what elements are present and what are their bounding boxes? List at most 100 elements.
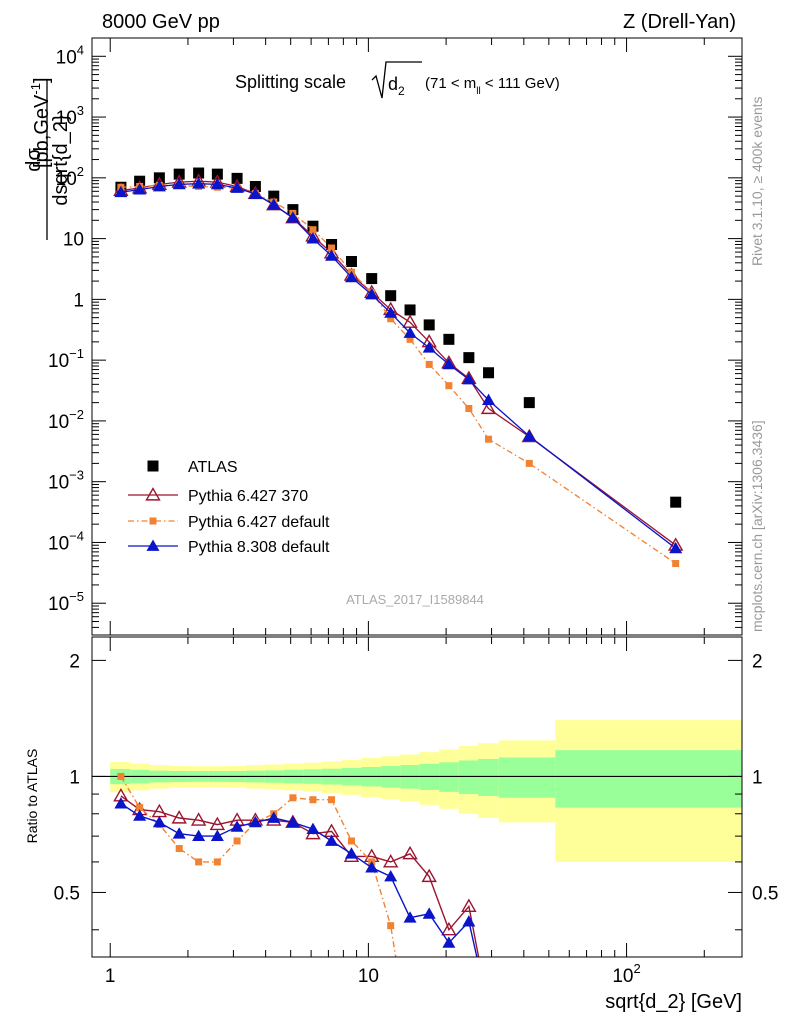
data-point [406,335,414,343]
ratio-point [325,834,339,846]
ratio-series-line [120,795,480,957]
ratio-point [209,816,226,831]
data-point [463,352,475,364]
ratio-point [230,820,244,832]
data-point [384,306,398,318]
series-line [120,180,677,546]
data-point [404,304,416,316]
band-green [458,760,479,795]
ratio-point [384,869,398,882]
data-point [462,373,476,385]
ratio-point [402,845,418,860]
ratio-point [462,915,476,927]
ratio-y-tick-label: 1 [752,767,763,788]
ratio-series-2 [114,797,495,1013]
series-line [120,184,677,565]
data-point [422,341,436,353]
header-left: 8000 GeV pp [102,11,220,33]
ratio-plot-area [113,772,495,1013]
ratio-point [461,898,477,912]
band-green [555,750,742,808]
data-point [210,177,224,190]
data-point [670,496,682,508]
data-point [267,198,281,210]
ratio-y-tick-label: 1 [69,767,80,788]
data-point [366,273,378,285]
ratio-point [117,772,125,780]
data-point [114,185,128,198]
data-point [173,168,185,180]
ratio-point [267,811,281,823]
ratio-point [387,922,395,930]
ratio-y-tick-label: 0.5 [54,883,80,904]
data-point [268,190,280,202]
data-point [445,382,453,390]
ratio-uncertainty-bands [92,720,742,862]
legend-marker [147,460,159,472]
legend-label: Pythia 6.427 370 [188,488,308,505]
ratio-point [152,815,166,828]
ratio-point [195,858,203,866]
analysis-watermark: ATLAS_2017_I1589844 [346,592,484,607]
ratio-axis-ticks: 1 10 102 0.5 0.5 1 1 2 2 [54,637,778,987]
chart-title: Splitting scale d2 (71 < mll < 111 GeV) [235,61,560,99]
y-tick-label: 10−3 [48,468,84,494]
ratio-point [482,1002,495,1013]
data-point [133,183,147,195]
mcplots-label: mcplots.cern.ch [arXiv:1306.3436] [749,420,765,632]
data-point [193,167,205,179]
data-point [287,204,299,216]
ratio-point [248,815,262,828]
ratio-point [328,796,336,804]
legend-entry: Pythia 8.308 default [128,539,330,556]
y-tick-label: 103 [56,103,84,129]
y-tick-label: 10−5 [48,589,84,615]
main-axis-ticks: 10−5 10−4 10−3 10−2 10−1 1 10 102 103 104 [48,37,742,636]
main-plot-area [113,167,684,568]
x-tick-label: 1 [105,966,116,987]
svg-text:dσ: dσ [23,148,45,172]
band-green [439,762,459,792]
legend-marker [149,517,157,525]
svg-text:dsqrt{d_2}: dsqrt{d_2} [50,114,72,206]
ratio-point [114,797,128,809]
ratio-point [382,854,399,868]
x-axis-label: sqrt{d_2} [GeV] [605,991,742,1013]
data-point [307,220,319,232]
data-point [403,326,417,338]
series-2 [117,181,680,568]
legend-entry: ATLAS [147,459,238,476]
data-point [211,168,223,180]
data-point [286,211,300,223]
ratio-plot-frame [91,636,743,958]
ratio-y-axis-label: Ratio to ATLAS [24,749,40,844]
series-0 [115,167,682,508]
data-point [365,288,379,300]
svg-text:d2: d2 [388,74,405,98]
y-tick-label: 104 [56,42,84,68]
ratio-point [441,921,457,936]
data-point [325,249,339,261]
ratio-point [213,858,221,866]
legend-entry: Pythia 6.427 370 [128,487,308,505]
data-point [672,560,680,568]
ratio-point [422,907,436,919]
data-point [483,367,495,379]
y-tick-label: 10−1 [48,346,84,372]
ratio-point [175,845,183,853]
legend-label: ATLAS [188,459,238,476]
y-tick-label: 10−2 [48,407,84,433]
ratio-point [344,847,358,859]
ratio-point [347,837,355,845]
ratio-point [482,1002,495,1013]
x-tick-label: 10 [358,966,379,987]
ratio-point [421,868,437,883]
ratio-point [190,812,207,826]
data-point [443,333,455,345]
data-point [480,400,497,415]
y-tick-label: 1 [73,290,84,311]
data-point [525,459,533,467]
ratio-y-tick-label: 2 [752,651,763,672]
ratio-y-tick-label: 2 [69,651,80,672]
